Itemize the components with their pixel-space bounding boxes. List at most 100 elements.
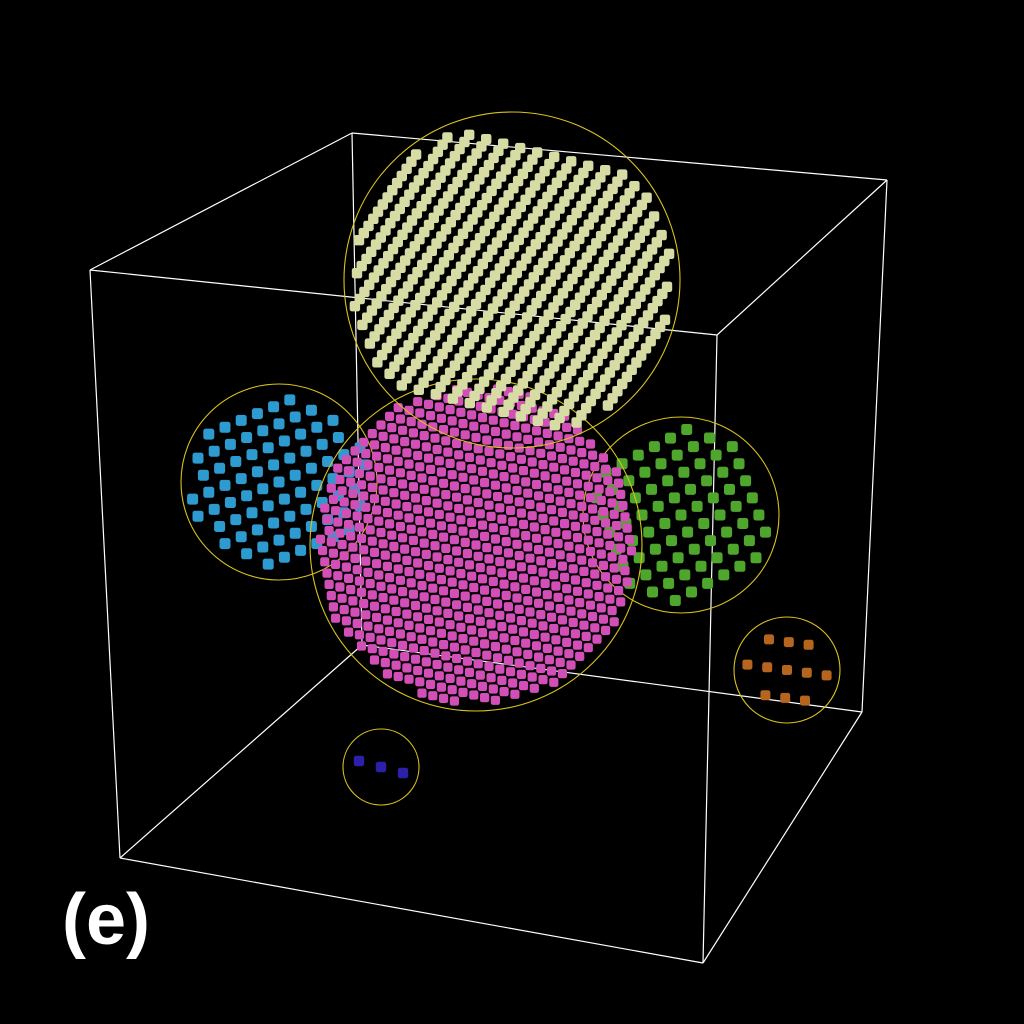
cluster-magenta-particle	[426, 626, 436, 636]
cluster-magenta-particle	[434, 563, 444, 573]
cluster-magenta-particle	[447, 470, 457, 480]
cluster-magenta-particle	[598, 507, 608, 517]
cluster-magenta-particle	[493, 599, 503, 609]
cluster-magenta-particle	[609, 617, 619, 627]
cluster-green-particle	[646, 483, 657, 495]
cluster-magenta-particle	[402, 448, 412, 458]
cluster-magenta-particle	[426, 572, 436, 582]
cluster-blue-particle	[327, 414, 339, 426]
cluster-magenta-particle	[542, 428, 552, 438]
cluster-magenta-particle	[557, 507, 567, 517]
cluster-light-yellow-particle	[364, 338, 376, 349]
box-edge-8	[89, 132, 353, 271]
cluster-blue-particle	[262, 442, 274, 454]
cluster-magenta-particle	[508, 409, 518, 419]
cluster-magenta-particle	[523, 488, 533, 498]
cluster-magenta-particle	[497, 675, 507, 685]
cluster-magenta-particle	[423, 668, 434, 678]
cluster-magenta-particle	[341, 616, 351, 626]
cluster-magenta-particle	[419, 484, 429, 494]
cluster-magenta-particle	[579, 513, 589, 523]
cluster-green-particle	[753, 509, 765, 521]
box-edge-2	[702, 711, 863, 964]
cluster-magenta-particle	[622, 523, 632, 533]
cluster-orange-particle	[782, 665, 792, 675]
cluster-magenta-particle	[516, 508, 526, 518]
cluster-magenta-particle	[531, 479, 542, 490]
cluster-magenta-particle	[460, 484, 470, 494]
cluster-magenta-particle	[441, 490, 451, 500]
cluster-magenta-particle	[378, 431, 388, 441]
cluster-magenta-particle	[395, 521, 405, 532]
cluster-magenta-particle	[430, 594, 440, 605]
cluster-magenta-particle	[326, 537, 336, 547]
cluster-blue-particle	[305, 462, 317, 474]
cluster-magenta-particle	[588, 611, 598, 622]
cluster-magenta-particle	[609, 509, 619, 519]
cluster-light-yellow-particle	[396, 380, 407, 391]
cluster-magenta-particle	[497, 568, 507, 578]
cluster-blue-particle	[295, 544, 307, 556]
cluster-magenta-particle	[482, 489, 492, 499]
cluster-magenta-particle	[430, 648, 440, 658]
cluster-magenta-particle	[439, 586, 449, 596]
cluster-magenta-particle	[480, 585, 490, 595]
cluster-magenta-particle	[391, 445, 401, 455]
box-edge-9	[89, 269, 121, 859]
cluster-magenta-particle	[335, 474, 345, 485]
cluster-blue-particle	[235, 414, 247, 426]
cluster-magenta-particle	[391, 606, 401, 617]
cluster-magenta-particle	[391, 553, 401, 563]
cluster-magenta-particle	[439, 693, 449, 703]
cluster-magenta-particle	[601, 464, 611, 474]
cluster-blue-particle	[219, 479, 231, 491]
cluster-magenta-particle	[484, 661, 494, 671]
cluster-magenta-particle	[477, 681, 488, 691]
cluster-blue-particle	[289, 469, 301, 481]
cluster-magenta-particle	[385, 411, 395, 421]
cluster-magenta-particle	[419, 592, 429, 602]
cluster-magenta-particle	[344, 520, 354, 530]
cluster-blue-particle	[284, 510, 296, 522]
cluster-orange-particle	[783, 637, 794, 648]
cluster-magenta-particle	[493, 491, 503, 502]
cluster-magenta-particle	[570, 467, 580, 478]
cluster-magenta-particle	[369, 601, 380, 611]
cluster-magenta-particle	[467, 410, 477, 420]
cluster-magenta-particle	[525, 446, 535, 456]
cluster-magenta-particle	[562, 530, 572, 540]
cluster-magenta-particle	[547, 612, 557, 622]
cluster-magenta-particle	[391, 660, 401, 670]
cluster-magenta-particle	[480, 693, 490, 703]
cluster-magenta-particle	[462, 495, 472, 505]
cluster-magenta-particle	[592, 527, 602, 537]
cluster-blue-particle	[203, 486, 215, 498]
cluster-magenta-particle	[365, 632, 375, 642]
cluster-magenta-particle	[583, 643, 593, 653]
cluster-magenta-particle	[564, 541, 574, 551]
cluster-magenta-particle	[557, 561, 567, 571]
cluster-magenta-particle	[434, 402, 444, 412]
cluster-magenta-particle	[404, 459, 414, 469]
cluster-magenta-particle	[490, 641, 500, 652]
cluster-magenta-particle	[458, 580, 468, 590]
cluster-magenta-particle	[421, 549, 431, 559]
cluster-magenta-particle	[538, 460, 548, 470]
cluster-magenta-particle	[469, 690, 479, 700]
cluster-magenta-particle	[477, 628, 488, 638]
cluster-green-particle	[669, 595, 681, 606]
cluster-magenta-particle	[376, 635, 386, 645]
cluster-magenta-particle	[359, 599, 369, 609]
cluster-magenta-particle	[518, 573, 529, 583]
cluster-magenta-particle	[525, 553, 535, 563]
cluster-blue-particle	[257, 483, 269, 495]
cluster-magenta-particle	[529, 629, 539, 640]
cluster-magenta-particle	[527, 564, 537, 575]
cluster-magenta-particle	[456, 569, 466, 579]
cluster-magenta-particle	[551, 527, 561, 537]
cluster-magenta-particle	[480, 639, 490, 649]
cluster-magenta-particle	[501, 429, 511, 439]
cluster-magenta-particle	[605, 594, 615, 604]
cluster-magenta-particle	[534, 598, 544, 608]
cluster-blue-particle	[224, 438, 236, 450]
